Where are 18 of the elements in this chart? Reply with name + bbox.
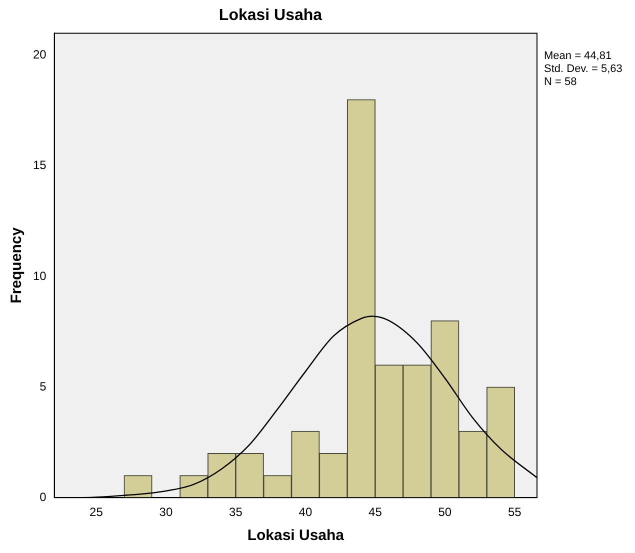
x-tick-label: 45 bbox=[368, 505, 382, 520]
x-tick-label: 35 bbox=[229, 505, 243, 520]
x-tick-label: 25 bbox=[90, 505, 104, 520]
y-axis-title: Frequency bbox=[8, 226, 26, 304]
y-tick-label: 5 bbox=[40, 379, 47, 394]
y-tick-label: 10 bbox=[32, 268, 47, 283]
x-tick-label: 40 bbox=[298, 505, 312, 520]
x-tick-label: 55 bbox=[508, 505, 522, 520]
chart-title: Lokasi Usaha bbox=[218, 7, 322, 24]
y-tick-label: 0 bbox=[40, 490, 47, 504]
x-tick-label: 30 bbox=[159, 505, 173, 520]
text: Mean = 44,81 bbox=[544, 50, 613, 63]
x-tick-label: 50 bbox=[438, 505, 452, 520]
x-axis-title: Lokasi Usaha bbox=[247, 527, 345, 544]
text: N = 58 bbox=[544, 76, 578, 89]
y-tick-label: 15 bbox=[32, 158, 47, 172]
y-tick-label: 20 bbox=[32, 48, 47, 62]
text: Std. Dev. = 5,63 bbox=[544, 63, 622, 76]
